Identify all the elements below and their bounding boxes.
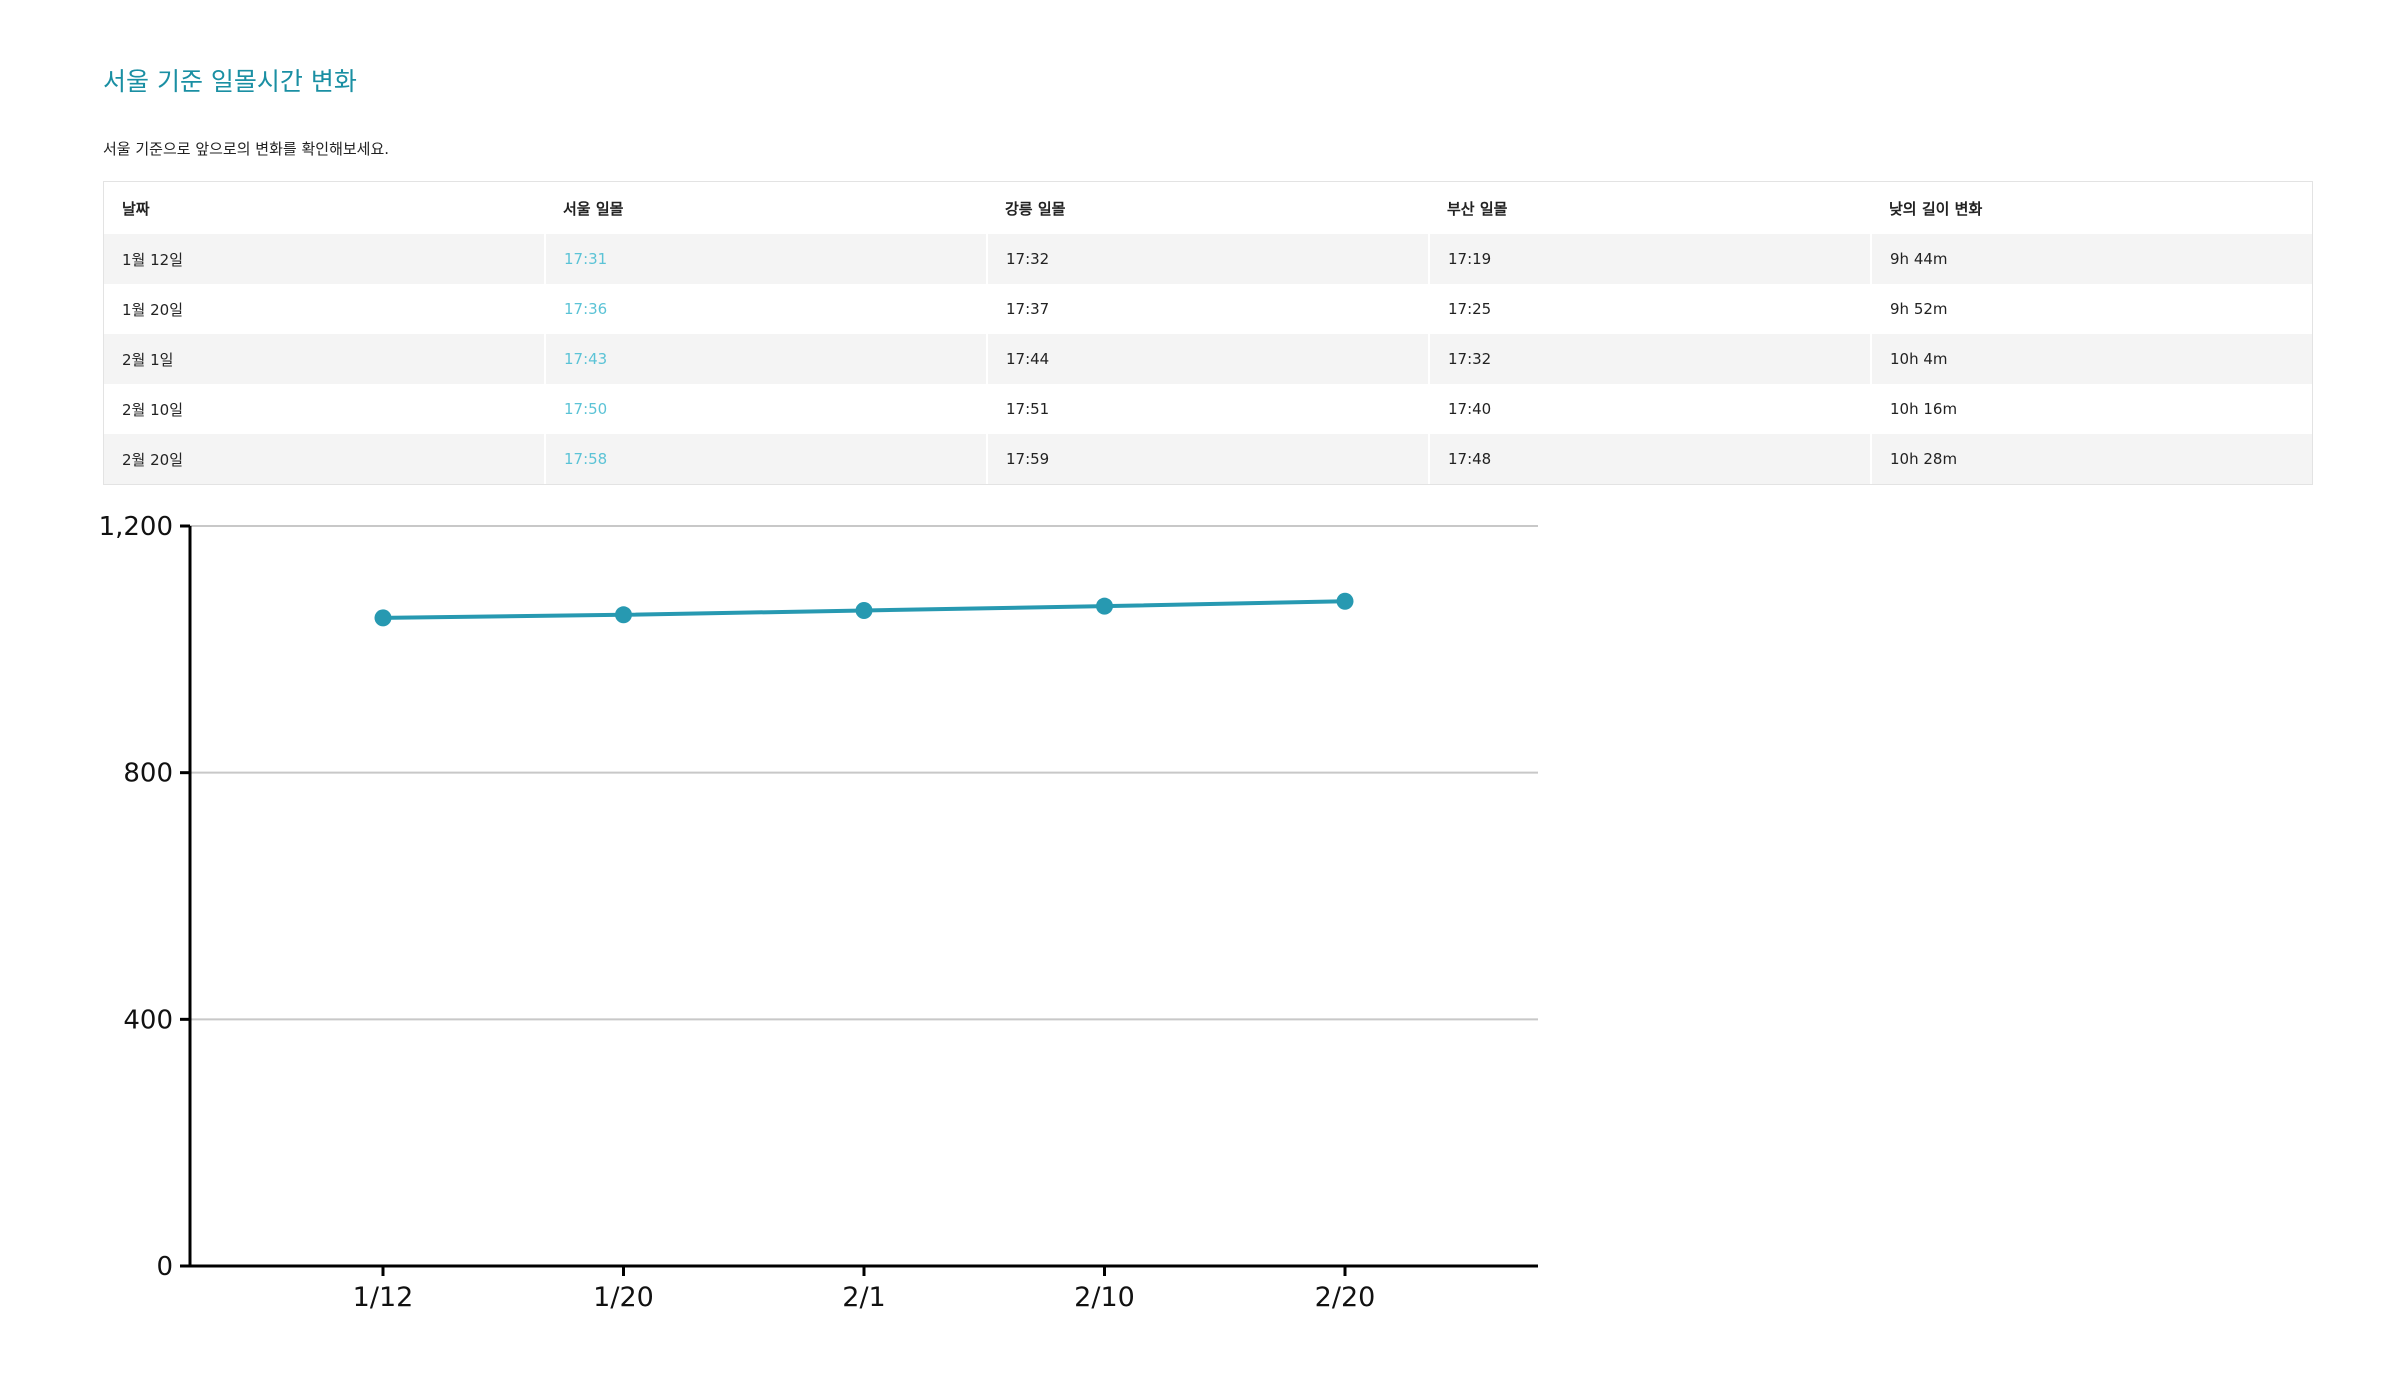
cell-gangneung-sunset: 17:59 (986, 434, 1429, 484)
cell-busan-sunset: 17:40 (1428, 384, 1871, 434)
table-row: 1월 20일 17:36 17:37 17:25 9h 52m (104, 284, 2312, 334)
cell-busan-sunset: 17:48 (1428, 434, 1871, 484)
cell-busan-sunset: 17:25 (1428, 284, 1871, 334)
y-tick-label: 800 (123, 759, 173, 789)
data-point (855, 601, 873, 619)
sunset-table: 날짜 서울 일몰 강릉 일몰 부산 일몰 낮의 길이 변화 1월 12일 17:… (103, 181, 2313, 485)
cell-date: 1월 12일 (104, 234, 545, 284)
cell-date: 2월 20일 (104, 434, 545, 484)
cell-seoul-sunset: 17:31 (544, 234, 987, 284)
cell-gangneung-sunset: 17:32 (986, 234, 1429, 284)
table-row: 2월 10일 17:50 17:51 17:40 10h 16m (104, 384, 2312, 434)
data-point (615, 606, 632, 624)
column-header-busan-sunset: 부산 일몰 (1429, 182, 1871, 234)
column-header-gangneung-sunset: 강릉 일몰 (987, 182, 1429, 234)
cell-gangneung-sunset: 17:37 (986, 284, 1429, 334)
x-tick-label: 1/20 (593, 1282, 654, 1313)
cell-daylight-change: 9h 52m (1870, 284, 2312, 334)
x-tick-label: 1/12 (353, 1282, 414, 1313)
x-tick-label: 2/20 (1315, 1282, 1376, 1313)
cell-date: 1월 20일 (104, 284, 545, 334)
data-point (1336, 592, 1354, 610)
table-row: 1월 12일 17:31 17:32 17:19 9h 44m (104, 234, 2312, 284)
cell-seoul-sunset: 17:58 (544, 434, 987, 484)
cell-daylight-change: 10h 16m (1870, 384, 2312, 434)
y-tick-label: 0 (156, 1252, 173, 1282)
cell-date: 2월 1일 (104, 334, 545, 384)
data-point (1096, 597, 1113, 615)
cell-daylight-change: 9h 44m (1870, 234, 2312, 284)
column-header-daylight-change: 낮의 길이 변화 (1871, 182, 2312, 234)
x-tick-label: 2/10 (1074, 1282, 1135, 1313)
cell-gangneung-sunset: 17:51 (986, 384, 1429, 434)
cell-daylight-change: 10h 28m (1870, 434, 2312, 484)
y-tick-label: 1,200 (99, 512, 173, 542)
y-tick-label: 400 (123, 1005, 173, 1035)
cell-seoul-sunset: 17:43 (544, 334, 987, 384)
cell-gangneung-sunset: 17:44 (986, 334, 1429, 384)
x-tick-label: 2/1 (842, 1282, 885, 1313)
cell-seoul-sunset: 17:50 (544, 384, 987, 434)
column-header-date: 날짜 (104, 182, 545, 234)
table-row: 2월 20일 17:58 17:59 17:48 10h 28m (104, 434, 2312, 484)
cell-date: 2월 10일 (104, 384, 545, 434)
cell-busan-sunset: 17:19 (1428, 234, 1871, 284)
page-title: 서울 기준 일몰시간 변화 (103, 67, 357, 96)
table-row: 2월 1일 17:43 17:44 17:32 10h 4m (104, 334, 2312, 384)
table-header-row: 날짜 서울 일몰 강릉 일몰 부산 일몰 낮의 길이 변화 (104, 182, 2312, 234)
cell-seoul-sunset: 17:36 (544, 284, 987, 334)
cell-daylight-change: 10h 4m (1870, 334, 2312, 384)
column-header-seoul-sunset: 서울 일몰 (545, 182, 987, 234)
page-subtitle: 서울 기준으로 앞으로의 변화를 확인해보세요. (103, 140, 390, 158)
cell-busan-sunset: 17:32 (1428, 334, 1871, 384)
data-point (374, 609, 392, 627)
